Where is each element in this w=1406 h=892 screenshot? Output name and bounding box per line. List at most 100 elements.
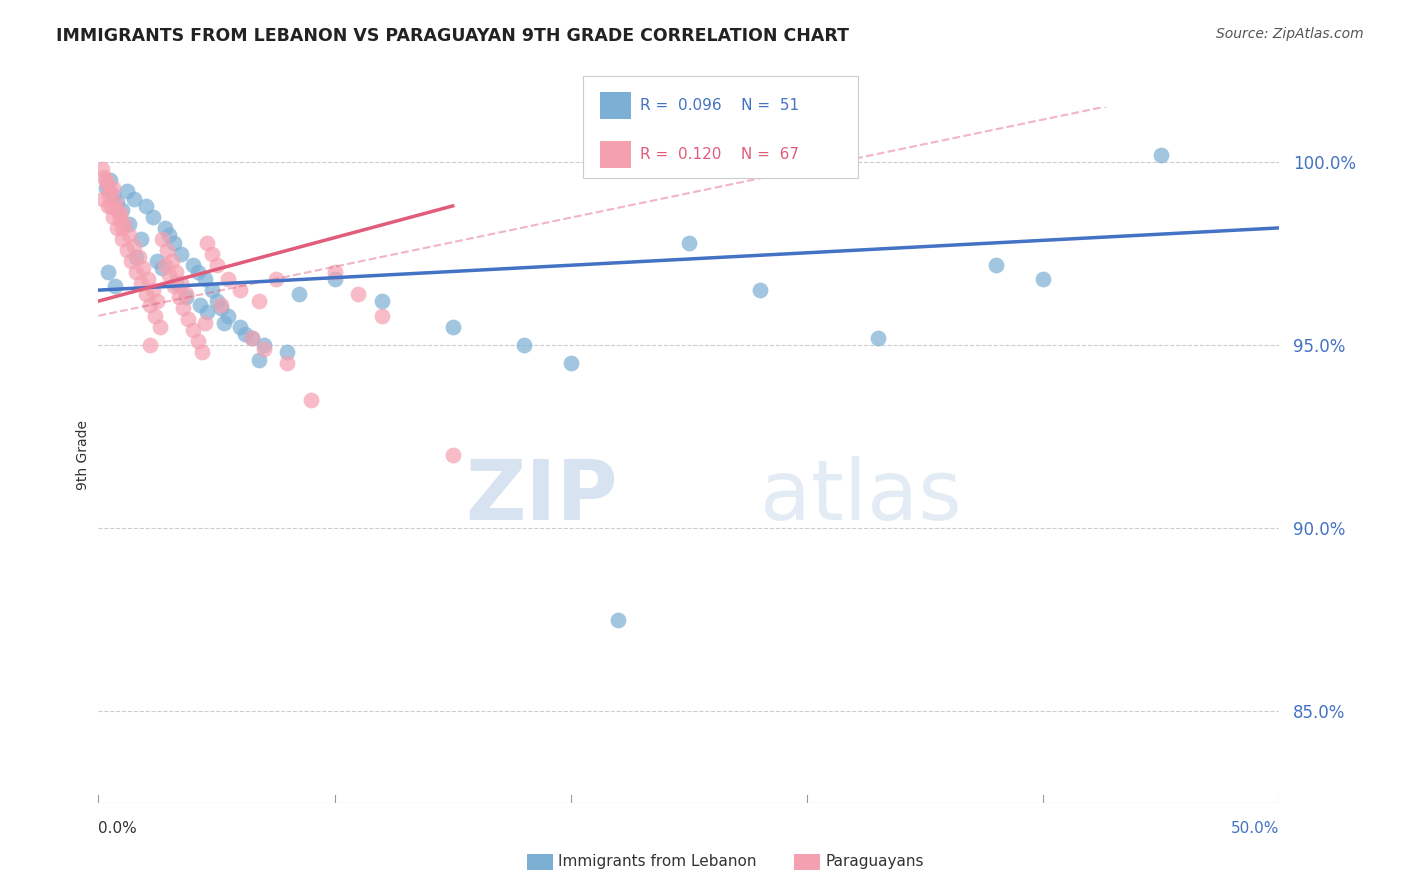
Point (122, 239, 145, 253)
Point (108, 210, 131, 224)
Point (1150, 147, 1173, 161)
Text: atlas: atlas (759, 456, 962, 537)
Point (121, 253, 143, 268)
Point (157, 228, 180, 243)
Point (101, 188, 124, 202)
Point (100, 199, 122, 213)
Point (139, 338, 162, 352)
Point (91, 162, 114, 177)
Point (229, 283, 252, 297)
Point (167, 290, 190, 304)
Point (111, 232, 134, 246)
Point (115, 243, 138, 257)
Point (195, 305, 218, 319)
Point (105, 220, 128, 235)
Point (371, 309, 394, 323)
Point (104, 195, 127, 210)
Point (94, 180, 117, 194)
Point (135, 286, 157, 301)
Point (97, 199, 120, 213)
Point (217, 309, 239, 323)
Point (98, 173, 121, 187)
Point (125, 265, 148, 279)
Point (678, 235, 700, 250)
Y-axis label: 9th Grade: 9th Grade (76, 420, 90, 490)
Point (132, 261, 155, 276)
Point (194, 316, 217, 330)
Point (866, 331, 889, 345)
Text: Paraguayans: Paraguayans (825, 855, 924, 869)
Point (323, 265, 346, 279)
Point (143, 309, 166, 323)
Point (247, 352, 270, 367)
Point (174, 286, 197, 301)
Point (101, 180, 124, 194)
Point (146, 294, 169, 309)
Point (288, 286, 311, 301)
Point (229, 319, 252, 334)
Point (163, 235, 186, 250)
Point (112, 217, 135, 231)
Point (181, 258, 204, 272)
Point (101, 210, 124, 224)
Point (276, 356, 298, 370)
Point (165, 265, 187, 279)
Point (172, 301, 194, 316)
Text: Immigrants from Lebanon: Immigrants from Lebanon (558, 855, 756, 869)
Point (264, 272, 287, 286)
Point (118, 228, 141, 243)
Point (170, 246, 193, 260)
Text: R =  0.120    N =  67: R = 0.120 N = 67 (640, 147, 799, 161)
Point (201, 246, 224, 260)
Point (105, 202, 128, 217)
Point (441, 448, 464, 462)
Point (177, 312, 200, 326)
Point (156, 243, 179, 257)
Point (441, 319, 464, 334)
Point (195, 235, 218, 250)
Point (174, 290, 197, 304)
Point (205, 294, 228, 309)
Point (181, 323, 204, 337)
Point (205, 258, 228, 272)
Point (104, 279, 127, 293)
Point (209, 298, 232, 312)
Point (247, 294, 270, 309)
Point (139, 298, 162, 312)
Point (105, 195, 128, 210)
Point (512, 338, 534, 352)
Point (125, 250, 148, 264)
Point (560, 356, 582, 370)
Point (122, 192, 145, 206)
Point (129, 232, 152, 246)
Text: 0.0%: 0.0% (98, 822, 138, 836)
Point (233, 327, 256, 342)
Point (299, 392, 322, 407)
Text: ZIP: ZIP (465, 456, 619, 537)
Point (153, 220, 176, 235)
Point (94, 173, 117, 187)
Point (91, 192, 114, 206)
Point (201, 283, 224, 297)
Point (212, 316, 235, 330)
Point (98, 188, 121, 202)
Point (187, 265, 209, 279)
Point (150, 261, 173, 276)
Point (1032, 272, 1054, 286)
Point (96, 177, 118, 191)
Point (276, 345, 298, 359)
Point (118, 217, 141, 231)
Point (142, 210, 165, 224)
Point (187, 334, 209, 349)
Point (98, 184, 121, 198)
Point (160, 253, 183, 268)
Point (240, 331, 263, 345)
Point (165, 276, 187, 290)
Point (128, 250, 150, 264)
Point (371, 294, 394, 309)
Text: Source: ZipAtlas.com: Source: ZipAtlas.com (1216, 27, 1364, 41)
Point (111, 202, 134, 217)
Point (748, 283, 770, 297)
Text: IMMIGRANTS FROM LEBANON VS PARAGUAYAN 9TH GRADE CORRELATION CHART: IMMIGRANTS FROM LEBANON VS PARAGUAYAN 9T… (56, 27, 849, 45)
Point (153, 258, 176, 272)
